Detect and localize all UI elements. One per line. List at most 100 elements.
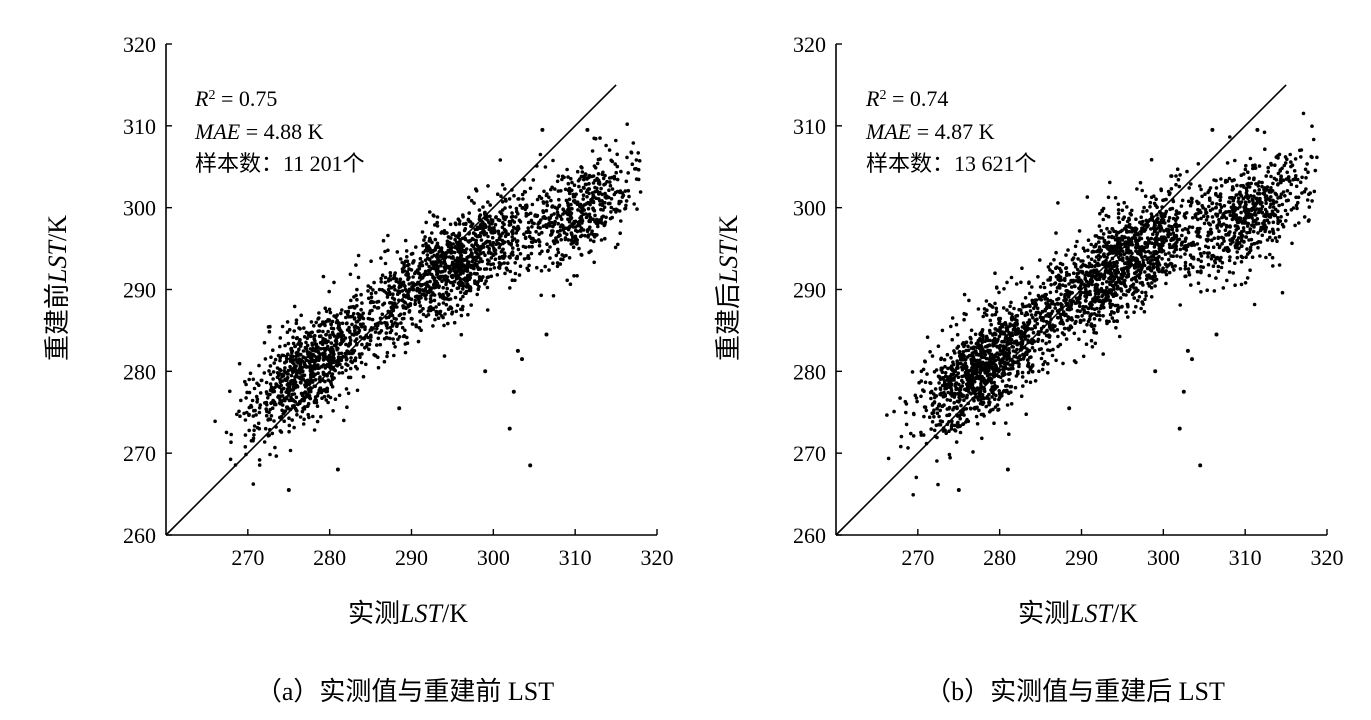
data-point (1199, 259, 1203, 264)
data-point (1214, 191, 1218, 196)
data-point (964, 407, 969, 411)
data-point (288, 359, 293, 363)
data-point (257, 383, 261, 388)
data-point (1262, 186, 1267, 190)
data-point (1219, 184, 1224, 188)
data-point (312, 363, 317, 367)
data-point (369, 259, 373, 264)
data-point (1013, 360, 1018, 365)
data-point (252, 408, 256, 413)
data-point (501, 231, 505, 235)
data-point (527, 234, 532, 239)
data-point (477, 214, 482, 219)
data-point (302, 398, 306, 403)
data-point (1155, 263, 1160, 268)
data-point (1196, 281, 1201, 286)
data-point (422, 238, 426, 242)
data-point (1042, 285, 1047, 290)
data-point (461, 215, 465, 219)
data-point (1067, 282, 1071, 286)
data-point (1049, 328, 1054, 332)
data-point (388, 301, 392, 305)
data-point (1234, 193, 1239, 197)
data-point (1255, 217, 1260, 221)
data-point (937, 414, 941, 419)
data-point (466, 217, 471, 222)
data-point (257, 410, 262, 415)
data-point (472, 231, 476, 235)
data-point (1199, 210, 1203, 215)
data-point (1074, 360, 1078, 365)
data-point (304, 340, 308, 345)
data-point (1206, 230, 1211, 235)
data-point (1038, 258, 1042, 262)
data-point (1080, 269, 1085, 274)
data-point (315, 404, 320, 409)
data-point (615, 164, 620, 169)
data-point (617, 209, 622, 213)
data-point (353, 339, 358, 343)
data-point (1109, 280, 1114, 284)
outlier-point (540, 127, 545, 132)
data-point (1148, 200, 1153, 205)
data-point (1289, 164, 1293, 169)
data-point (389, 285, 394, 290)
data-point (603, 200, 607, 205)
data-point (1267, 230, 1272, 234)
data-point (442, 229, 447, 233)
data-point (349, 356, 353, 360)
data-point (981, 347, 985, 352)
data-point (1051, 347, 1055, 352)
data-point (359, 360, 364, 365)
data-point (559, 238, 563, 242)
data-point (1004, 421, 1008, 425)
data-point (247, 405, 252, 410)
data-point (391, 323, 395, 327)
data-point (306, 412, 311, 417)
data-point (1160, 214, 1164, 219)
data-point (1169, 254, 1173, 258)
data-point (307, 382, 312, 387)
data-point (517, 197, 521, 201)
data-point (563, 226, 568, 230)
data-point (365, 342, 370, 346)
data-point (468, 220, 473, 224)
data-point (408, 302, 413, 306)
data-point (523, 245, 528, 249)
data-point (497, 245, 502, 250)
data-point (590, 174, 594, 179)
data-point (516, 226, 521, 231)
data-point (524, 211, 529, 216)
outlier-point (515, 348, 520, 353)
data-point (589, 200, 593, 204)
data-point (529, 251, 534, 256)
data-point (1205, 214, 1210, 219)
data-point (1218, 208, 1223, 213)
data-point (282, 369, 287, 373)
data-point (1183, 274, 1187, 279)
data-point (1190, 197, 1194, 201)
data-point (1283, 208, 1288, 213)
data-point (342, 418, 346, 423)
y-tick-label: 270 (123, 441, 156, 466)
data-point (978, 370, 983, 375)
data-point (268, 382, 273, 386)
data-point (575, 238, 579, 242)
data-point (379, 276, 383, 281)
data-point (497, 218, 502, 223)
data-point (455, 303, 460, 308)
data-point (1190, 225, 1195, 230)
data-point (526, 220, 531, 225)
data-point (638, 190, 643, 194)
data-point (351, 350, 356, 355)
data-point (474, 272, 478, 276)
data-point (237, 409, 241, 414)
data-point (1178, 303, 1182, 307)
data-point (411, 275, 415, 279)
data-point (305, 404, 310, 409)
data-point (1206, 262, 1211, 267)
data-point (250, 398, 255, 403)
data-point (1288, 191, 1293, 196)
data-point (935, 459, 939, 463)
data-point (573, 225, 578, 229)
